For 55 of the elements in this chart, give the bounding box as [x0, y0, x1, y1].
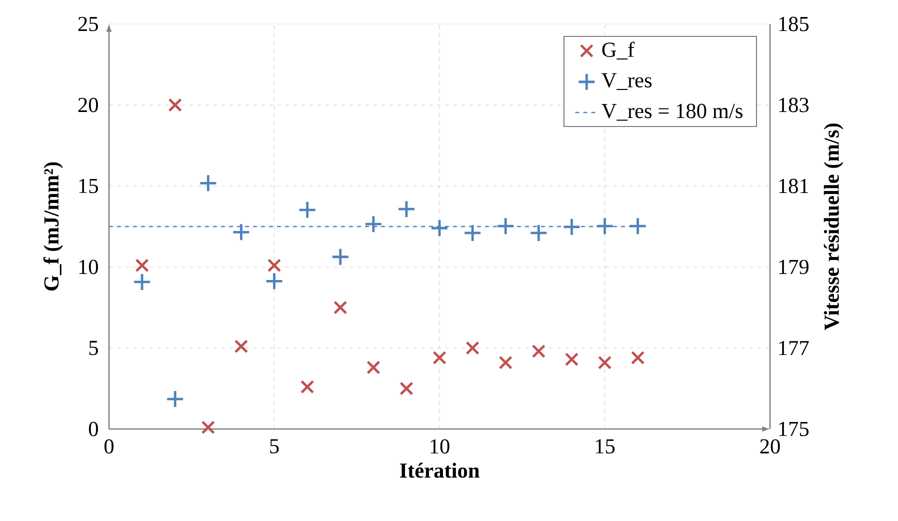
point [267, 258, 282, 272]
point [432, 350, 446, 365]
y2-tick-label: 177 [779, 340, 809, 356]
legend-label: G_f [602, 42, 635, 60]
x-tick-label: 20 [760, 439, 780, 454]
point [232, 222, 250, 242]
point [168, 98, 182, 112]
point [334, 300, 348, 314]
point [529, 224, 548, 242]
point [562, 218, 581, 236]
y-tick-label: 20 [78, 98, 98, 112]
point [201, 420, 216, 434]
legend-label: V_res = 180 m/s [602, 104, 742, 121]
y2-axis-title: Vitesse résiduelle (m/s) [824, 124, 844, 330]
x-tick-label: 5 [270, 439, 279, 454]
point [132, 272, 152, 292]
point [331, 248, 350, 266]
x-tick-label: 15 [596, 439, 615, 454]
x-axis-title: Itération [400, 462, 480, 478]
point [298, 200, 317, 220]
point [397, 200, 416, 218]
legend-label: V_res [602, 73, 652, 90]
y-tick-label: 25 [78, 16, 98, 32]
y-tick-label: 15 [79, 178, 98, 194]
point [466, 341, 480, 355]
point [364, 214, 383, 234]
point [598, 356, 612, 370]
y2-tick-label: 175 [779, 422, 809, 436]
point [300, 380, 314, 394]
point [596, 216, 614, 236]
point [166, 390, 184, 408]
point [400, 382, 414, 396]
point [198, 174, 218, 192]
point [430, 218, 449, 238]
y2-tick-label: 181 [779, 178, 808, 194]
x-tick-label: 0 [104, 439, 114, 454]
point [234, 340, 248, 354]
point [366, 360, 380, 374]
point [135, 258, 149, 272]
y-tick-label: 5 [89, 340, 98, 356]
y-tick-label: 10 [79, 260, 98, 274]
point [265, 272, 284, 290]
point [498, 356, 512, 370]
point [532, 344, 546, 358]
point [496, 216, 515, 236]
point [628, 216, 648, 236]
y2-tick-label: 183 [779, 98, 809, 112]
point [564, 352, 579, 366]
point [463, 224, 482, 242]
point [630, 350, 645, 365]
y-axis-title: G_f (mJ/mm²) [43, 162, 63, 291]
y2-tick-label: 179 [779, 260, 809, 274]
y2-tick-label: 185 [779, 16, 809, 32]
y-tick-label: 0 [88, 422, 98, 436]
x-tick-label: 10 [430, 439, 450, 454]
